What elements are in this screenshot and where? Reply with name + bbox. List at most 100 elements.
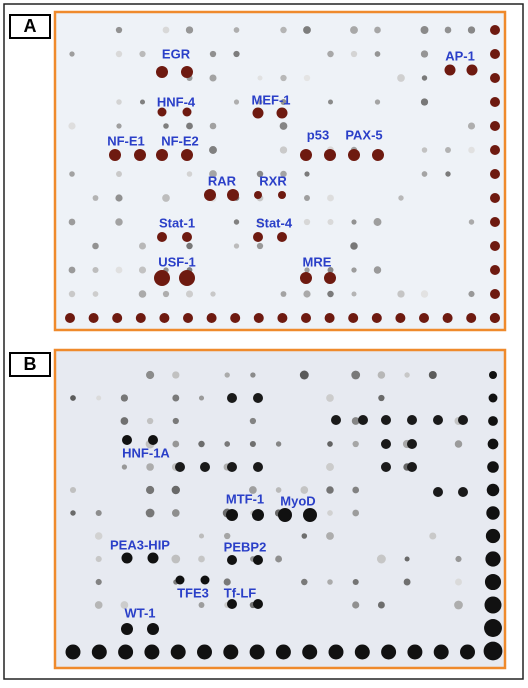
dot [224,533,230,539]
dot [404,579,411,586]
dot [186,26,193,33]
dot [460,645,475,660]
dot [375,99,380,104]
dot [407,462,417,472]
dot [348,149,360,161]
dot [65,313,75,323]
dot [210,291,215,296]
dot [381,645,396,660]
dot [278,191,286,199]
spot-label: MTF-1 [226,491,264,506]
dot [484,642,503,661]
dot [490,25,500,35]
spot-label: EGR [162,46,191,61]
dot [300,149,312,161]
dot [146,371,154,379]
dot [326,486,333,493]
dot [186,290,193,297]
spot-label: RAR [208,173,237,188]
dot [351,371,360,380]
dot [230,313,240,323]
dot [163,27,170,34]
dot [234,243,239,248]
dot [93,291,99,297]
dot [173,418,179,424]
dot [224,441,230,447]
spot-label: MEF-1 [252,92,291,107]
dot [172,486,180,494]
dot [139,290,147,298]
dot [277,108,288,119]
dot [381,462,391,472]
spot-label: MyoD [280,493,315,508]
dot [226,509,238,521]
dot [187,171,193,177]
dot [327,579,333,585]
dot [116,99,122,105]
dot [139,243,146,250]
dot [351,219,356,224]
dot [139,266,146,273]
dot [304,195,310,201]
dot [302,533,308,539]
dot [490,241,500,251]
dot [96,395,101,400]
dot [378,371,386,379]
dot [181,149,193,161]
dot [331,415,341,425]
dot [253,393,263,403]
dot [374,266,381,273]
dot [199,602,205,608]
dot [329,645,344,660]
dot [381,439,391,449]
dot [466,313,476,323]
dot [156,66,168,78]
dot [92,243,99,250]
dot [421,26,429,34]
dot [280,146,287,153]
dot [227,599,237,609]
dot [250,418,256,424]
dot [276,487,282,493]
dot [301,579,307,585]
dot [227,555,237,565]
dot [458,415,468,425]
dot [487,461,499,473]
dot [429,371,437,379]
dot [303,508,317,522]
dot [489,371,497,379]
spot-label: Stat-4 [256,215,293,230]
dot [95,532,103,540]
dot [353,441,359,447]
dot [277,232,287,242]
dot [121,417,129,425]
dot [419,313,429,323]
dot [381,415,391,425]
dot [69,171,75,177]
spot-label: MRE [303,254,332,269]
dot [405,556,410,561]
dot [374,27,381,34]
dot [122,553,133,564]
dot [162,194,170,202]
dot [303,290,310,297]
dot [377,555,386,564]
dot [326,463,334,471]
dot [486,529,500,543]
dot [488,439,499,450]
dot [109,149,121,161]
dot [351,267,356,272]
dot [490,265,500,275]
dot [327,510,333,516]
dot [122,435,132,445]
dot [374,218,382,226]
dot [207,313,217,323]
dot [139,51,145,57]
dot [146,463,154,471]
dot [490,145,500,155]
dot [70,395,76,401]
dot [176,576,185,585]
dot [485,574,501,590]
dot [199,395,204,400]
dot [197,645,212,660]
